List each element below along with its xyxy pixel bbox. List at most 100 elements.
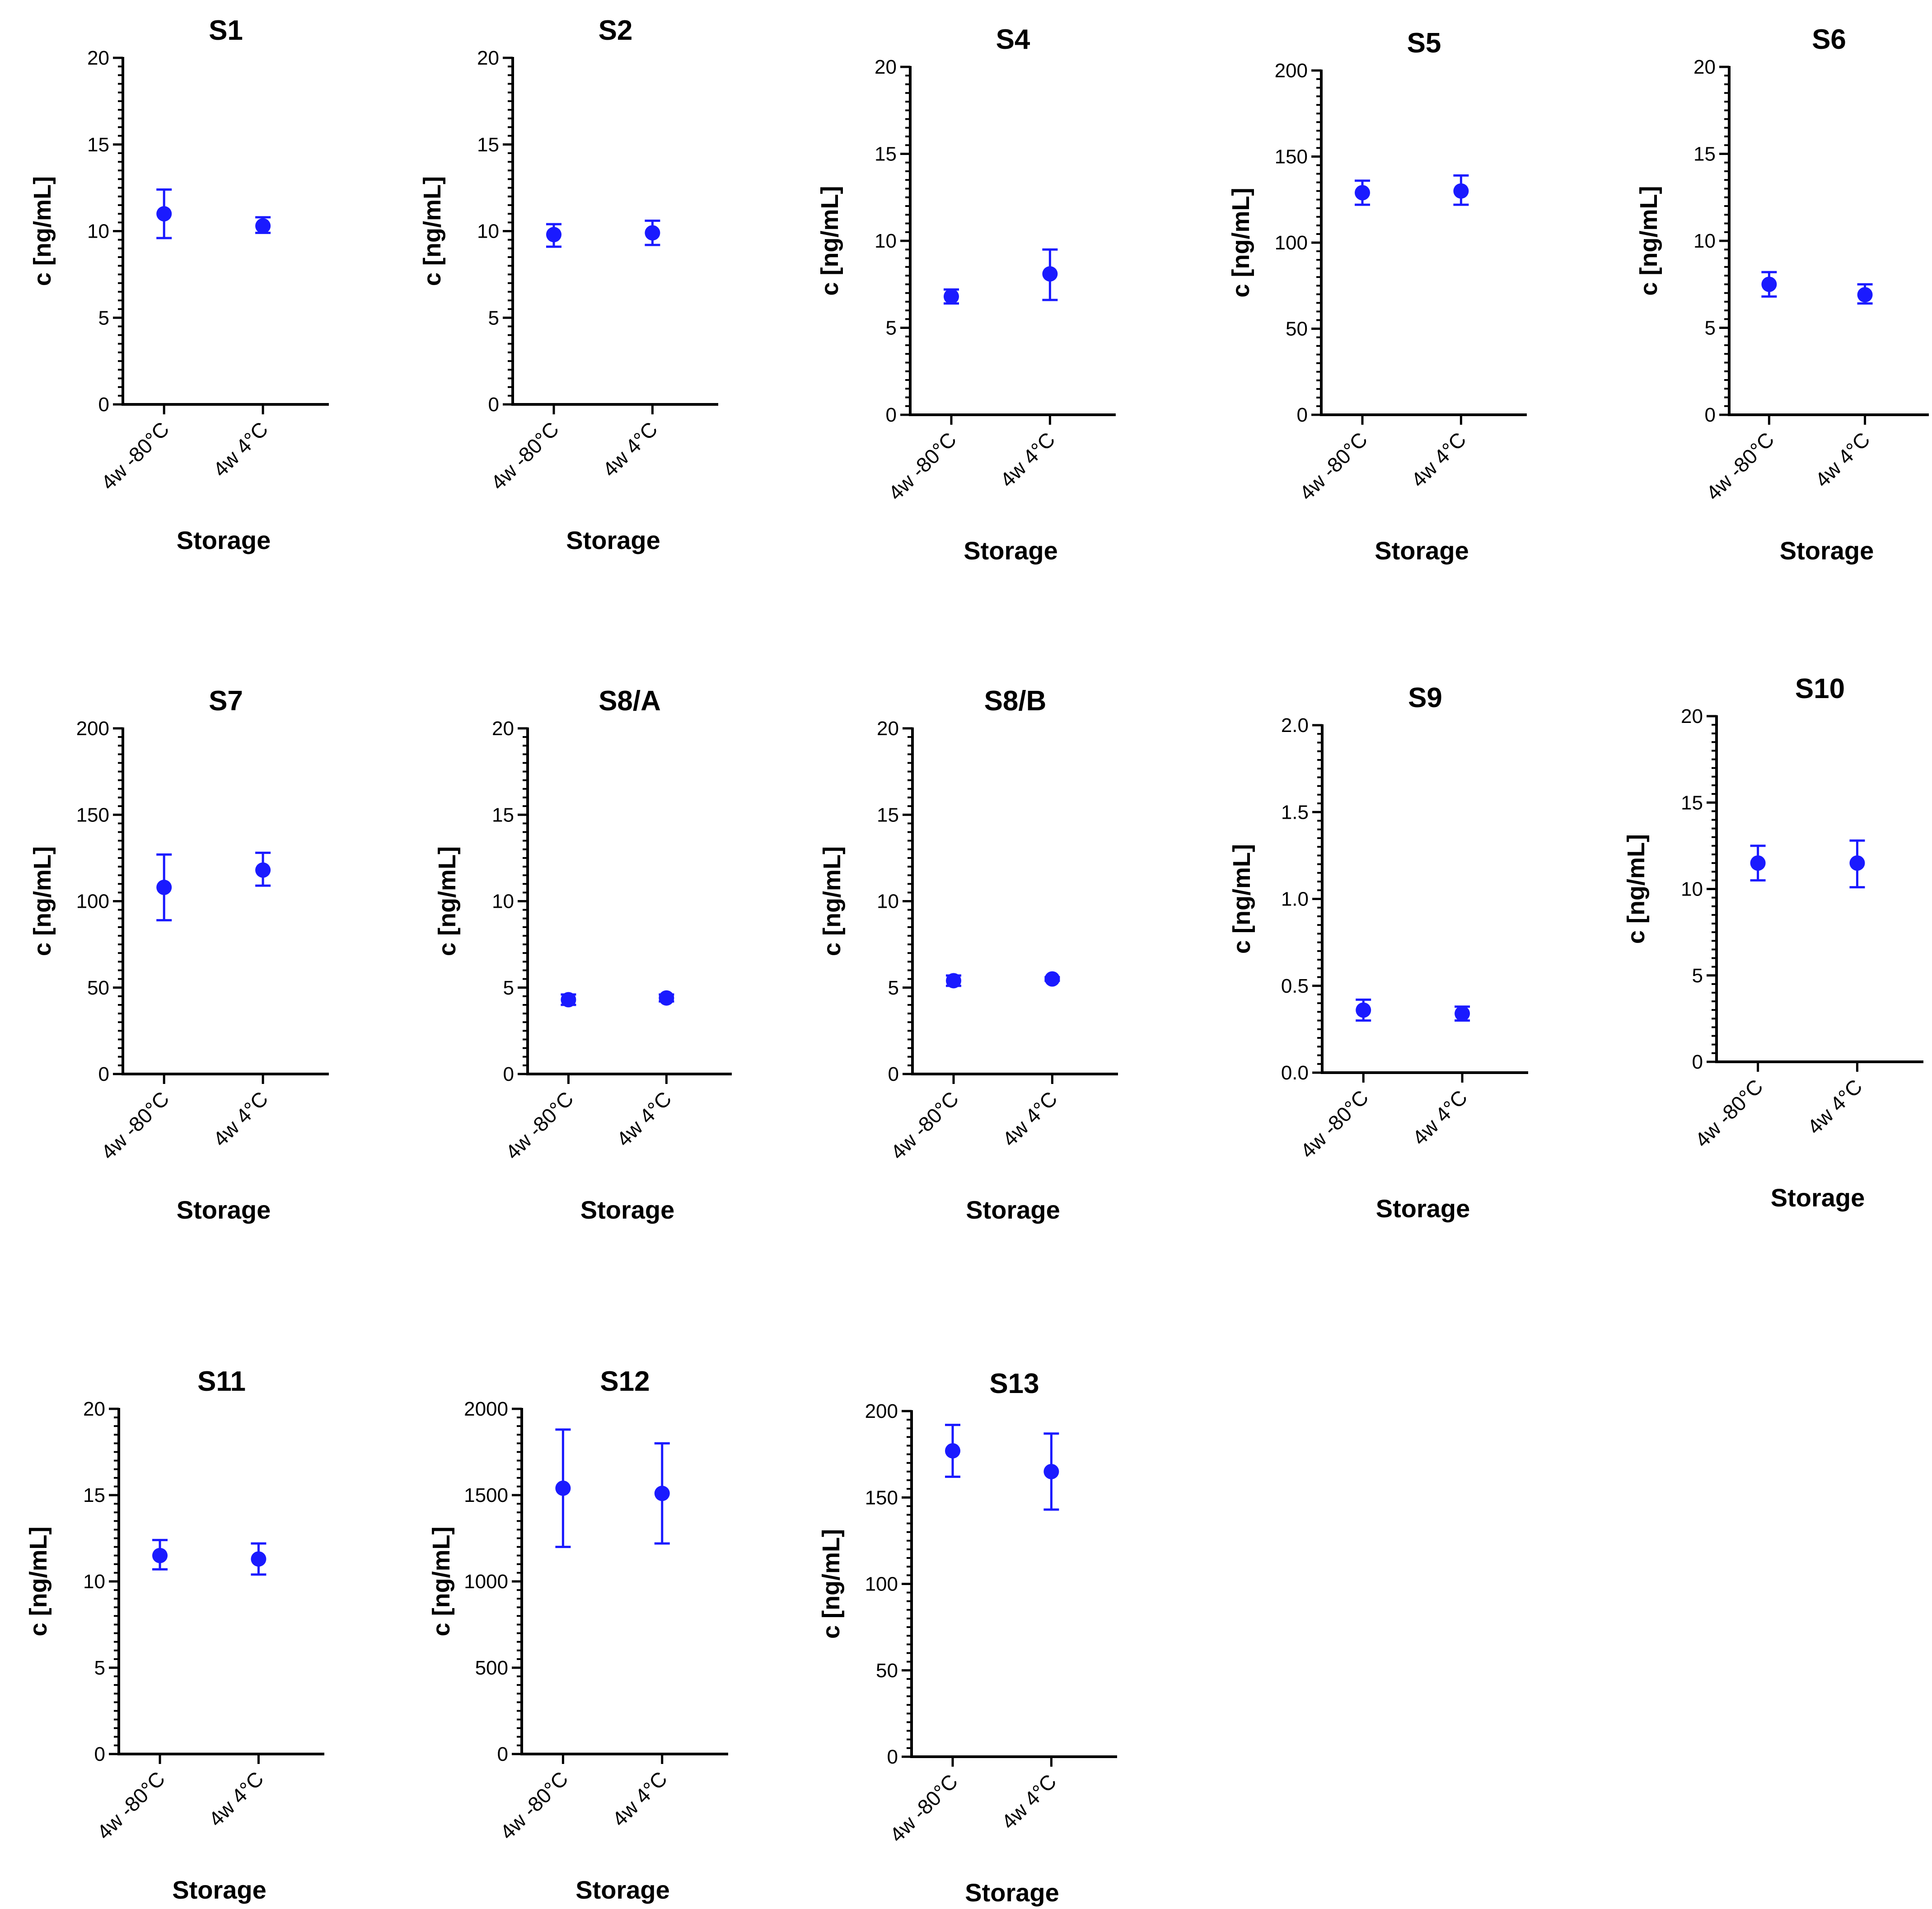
y-tick-label: 0 xyxy=(886,404,897,426)
chart-title: S5 xyxy=(1407,28,1441,59)
x-axis-label: Storage xyxy=(966,1196,1060,1224)
y-tick-label: 100 xyxy=(1275,232,1308,254)
x-axis-label: Storage xyxy=(580,1196,675,1224)
data-point xyxy=(255,862,271,878)
y-tick-label: 0 xyxy=(1297,404,1308,426)
y-tick-label: 0 xyxy=(887,1746,898,1768)
x-category-label: 4w 4°C xyxy=(1810,427,1875,492)
data-point xyxy=(546,227,561,243)
x-category-label: 4w -80°C xyxy=(486,417,563,494)
data-point xyxy=(255,218,271,234)
y-axis-label: c [ng/mL] xyxy=(1228,844,1255,954)
x-category-label: 4w 4°C xyxy=(1406,427,1470,492)
data-point xyxy=(251,1551,267,1567)
y-tick-label: 5 xyxy=(98,307,109,329)
x-category-label: 4w 4°C xyxy=(608,1767,672,1831)
x-axis-label: Storage xyxy=(964,536,1058,565)
y-tick-label: 0 xyxy=(1705,404,1716,426)
y-tick-label: 50 xyxy=(876,1660,898,1682)
y-tick-label: 0 xyxy=(503,1063,514,1085)
x-category-label: 4w -80°C xyxy=(884,427,961,505)
y-axis-label: c [ng/mL] xyxy=(29,176,56,286)
x-category-label: 4w -80°C xyxy=(1702,427,1779,505)
chart-title: S13 xyxy=(989,1368,1039,1399)
y-tick-label: 5 xyxy=(488,307,499,329)
data-point xyxy=(555,1480,571,1496)
y-tick-label: 20 xyxy=(87,47,109,69)
x-category-label: 4w -80°C xyxy=(96,1087,173,1164)
data-point xyxy=(945,1443,960,1459)
chart-panel: S11 0 5 10 15 20 c [ng/mL] 4w -80°C 4w 4°C Storag… xyxy=(25,1366,324,1904)
y-tick-label: 1500 xyxy=(464,1484,508,1506)
y-axis-label: c [ng/mL] xyxy=(428,1527,455,1637)
y-tick-label: 0 xyxy=(98,394,109,416)
y-axis-label: c [ng/mL] xyxy=(1635,186,1662,296)
data-point xyxy=(654,1486,670,1501)
y-tick-label: 15 xyxy=(83,1484,105,1506)
data-point xyxy=(645,225,660,241)
chart-panel: S5 0 50 100 150 200 c [ng/mL] 4w -80°C 4w 4°C Sto… xyxy=(1227,28,1527,565)
y-tick-label: 15 xyxy=(477,134,499,156)
chart-panel: S8/A 0 5 10 15 20 c [ng/mL] 4w -80°C 4w 4°C Stora… xyxy=(434,685,732,1224)
data-point xyxy=(1455,1006,1470,1022)
y-tick-label: 0 xyxy=(497,1743,508,1765)
x-category-label: 4w -80°C xyxy=(92,1767,169,1844)
y-tick-label: 50 xyxy=(1286,318,1308,340)
x-axis-label: Storage xyxy=(1375,536,1469,565)
y-tick-label: 15 xyxy=(87,134,109,156)
data-point xyxy=(1761,277,1777,292)
x-category-label: 4w -80°C xyxy=(1295,427,1372,505)
x-category-label: 4w 4°C xyxy=(1803,1074,1867,1139)
y-tick-label: 200 xyxy=(865,1400,898,1422)
x-axis-label: Storage xyxy=(566,526,660,554)
chart-title: S8/B xyxy=(984,685,1047,717)
x-category-label: 4w -80°C xyxy=(1690,1074,1768,1152)
y-tick-label: 10 xyxy=(875,230,897,252)
x-category-label: 4w 4°C xyxy=(208,1087,272,1151)
y-tick-label: 20 xyxy=(1693,56,1716,78)
y-tick-label: 1000 xyxy=(464,1571,508,1593)
x-category-label: 4w 4°C xyxy=(996,1769,1061,1834)
y-tick-label: 20 xyxy=(492,718,514,740)
chart-title: S11 xyxy=(197,1366,246,1397)
y-tick-label: 0 xyxy=(1692,1051,1703,1073)
y-tick-label: 15 xyxy=(492,804,514,826)
y-tick-label: 15 xyxy=(1681,792,1703,814)
data-point xyxy=(1453,183,1469,199)
y-tick-label: 0 xyxy=(888,1063,899,1085)
y-tick-label: 150 xyxy=(865,1487,898,1509)
x-category-label: 4w 4°C xyxy=(598,417,662,481)
y-axis-label: c [ng/mL] xyxy=(434,846,461,956)
y-tick-label: 0 xyxy=(98,1063,109,1085)
y-axis-label: c [ng/mL] xyxy=(1227,188,1254,298)
chart-panel: S13 0 50 100 150 200 c [ng/mL] 4w -80°C 4w 4°C St… xyxy=(818,1368,1117,1907)
chart-panel: S12 0 500 1000 1500 2000 c [ng/mL] 4w -80°C 4w 4… xyxy=(428,1366,728,1904)
data-point xyxy=(152,1548,168,1563)
y-tick-label: 1.0 xyxy=(1281,888,1309,910)
chart-panel: S8/B 0 5 10 15 20 c [ng/mL] 4w -80°C 4w 4°C Stora… xyxy=(819,685,1118,1224)
x-axis-label: Storage xyxy=(965,1878,1059,1907)
data-point xyxy=(1356,1002,1371,1018)
x-axis-label: Storage xyxy=(1376,1194,1470,1223)
y-tick-label: 0 xyxy=(488,394,499,416)
y-axis-label: c [ng/mL] xyxy=(818,1529,845,1639)
chart-panel: S2 0 5 10 15 20 c [ng/mL] 4w -80°C 4w 4°C Storage xyxy=(419,15,718,554)
data-point xyxy=(1043,1463,1059,1479)
y-tick-label: 150 xyxy=(1275,146,1308,168)
data-point xyxy=(156,879,172,895)
x-category-label: 4w -80°C xyxy=(501,1087,578,1164)
y-axis-label: c [ng/mL] xyxy=(816,186,843,296)
y-tick-label: 10 xyxy=(87,220,109,243)
x-category-label: 4w 4°C xyxy=(204,1767,268,1831)
chart-title: S10 xyxy=(1795,673,1845,704)
data-point xyxy=(1044,971,1060,987)
y-tick-label: 2.0 xyxy=(1281,714,1309,736)
chart-panel: S10 0 5 10 15 20 c [ng/mL] 4w -80°C 4w 4°C Storag… xyxy=(1623,673,1923,1212)
y-tick-label: 100 xyxy=(865,1573,898,1595)
x-category-label: 4w -80°C xyxy=(96,417,173,494)
chart-title: S8/A xyxy=(599,685,661,717)
x-axis-label: Storage xyxy=(177,1196,271,1224)
y-tick-label: 5 xyxy=(886,317,897,339)
x-category-label: 4w 4°C xyxy=(995,427,1059,492)
